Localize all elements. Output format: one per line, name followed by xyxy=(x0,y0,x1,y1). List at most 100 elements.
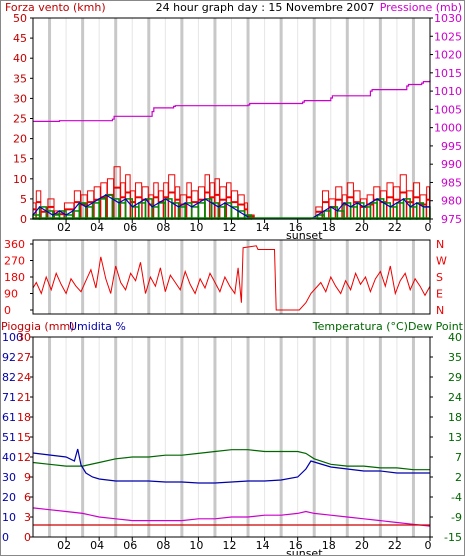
temperature-tick-label: -15 xyxy=(444,531,462,544)
temperature-line xyxy=(32,449,430,471)
humidity-tick-label: 51 xyxy=(2,431,16,444)
humidity-line xyxy=(32,448,430,484)
wind-direction-line xyxy=(32,245,431,311)
wind-tick-label: 45 xyxy=(13,32,27,45)
wind-speed-line xyxy=(32,194,430,220)
rain-tick-label: 9 xyxy=(24,471,31,484)
panel1-grid xyxy=(32,18,431,219)
gust-bar xyxy=(226,182,232,220)
temperature-tick-label: 40 xyxy=(448,331,462,344)
temperature-tick-label: 13 xyxy=(448,431,462,444)
direction-tick-label: 180 xyxy=(4,271,25,284)
pressure-axis-label: Pressione (mb) xyxy=(380,1,462,14)
x-tick-label: 02 xyxy=(57,539,71,552)
x-tick-label: 0 xyxy=(425,539,432,552)
panel2-series xyxy=(32,245,431,311)
chart-title: 24 hour graph day : 15 Novembre 2007 xyxy=(156,1,375,14)
rain-tick-label: 24 xyxy=(17,371,31,384)
x-tick-label: 06 xyxy=(123,539,137,552)
rain-axis-label: Pioggia (mm) xyxy=(1,320,74,333)
gust-bar xyxy=(237,194,245,220)
rain-tick-label: 30 xyxy=(17,331,31,344)
rain-tick-label: 21 xyxy=(17,391,31,404)
sunset-label: sunset xyxy=(286,547,323,556)
x-tick-label: 20 xyxy=(355,539,369,552)
gust-bar xyxy=(426,186,431,220)
wind-tick-label: 5 xyxy=(20,193,27,206)
pressure-tick-label: 1015 xyxy=(434,67,462,80)
humidity-tick-label: 0 xyxy=(2,531,9,544)
x-tick-label: 14 xyxy=(256,221,270,234)
x-tick-label: 08 xyxy=(156,539,170,552)
pressure-tick-label: 1020 xyxy=(434,49,462,62)
gust-bar xyxy=(153,182,159,220)
x-tick-label: 12 xyxy=(223,221,237,234)
wind-tick-label: 40 xyxy=(13,52,27,65)
dewpoint-line xyxy=(32,507,431,527)
humidity-tick-label: 92 xyxy=(2,351,16,364)
direction-tick-label: 0 xyxy=(4,304,11,317)
wind-tick-label: 20 xyxy=(13,133,27,146)
panel3-grid xyxy=(32,337,431,537)
x-tick-label: 14 xyxy=(256,539,270,552)
rain-tick-label: 3 xyxy=(24,511,31,524)
gust-bar xyxy=(231,190,239,220)
x-tick-label: 10 xyxy=(189,539,203,552)
pressure-tick-label: 1025 xyxy=(434,30,462,43)
x-tick-label: 0 xyxy=(425,221,432,234)
pressure-tick-label: 985 xyxy=(441,176,462,189)
temperature-tick-label: -9 xyxy=(451,511,462,524)
humidity-tick-label: 30 xyxy=(2,471,16,484)
temperature-tick-label: 18 xyxy=(448,411,462,424)
gust-bar xyxy=(186,182,192,220)
wind-bar xyxy=(157,202,167,220)
wind-tick-label: 25 xyxy=(13,113,27,126)
humidity-axis-label: Umidita % xyxy=(69,320,126,333)
rain-tick-label: 12 xyxy=(17,451,31,464)
pressure-tick-label: 1010 xyxy=(434,85,462,98)
pressure-tick-label: 1005 xyxy=(434,103,462,116)
x-tick-label: 10 xyxy=(189,221,203,234)
temperature-tick-label: 35 xyxy=(448,351,462,364)
x-tick-label: 18 xyxy=(322,539,336,552)
humidity-tick-label: 71 xyxy=(2,391,16,404)
x-tick-label: 12 xyxy=(223,539,237,552)
temperature-dewpoint-label: Temperatura (°C)Dew Point xyxy=(312,320,464,333)
rain-tick-label: 27 xyxy=(17,351,31,364)
x-tick-label: 22 xyxy=(388,221,402,234)
wind-tick-label: 30 xyxy=(13,92,27,105)
humidity-tick-label: 20 xyxy=(2,491,16,504)
pressure-tick-label: 975 xyxy=(441,213,462,226)
direction-tick-label: 90 xyxy=(4,288,18,301)
rain-tick-label: 15 xyxy=(17,431,31,444)
x-tick-label: 18 xyxy=(322,221,336,234)
humidity-tick-label: 82 xyxy=(2,371,16,384)
direction-tick-label: 270 xyxy=(4,255,25,268)
temperature-tick-label: -4 xyxy=(451,491,462,504)
humidity-tick-label: 40 xyxy=(2,451,16,464)
x-tick-label: 06 xyxy=(123,221,137,234)
direction-tick-label: 360 xyxy=(4,238,25,251)
pressure-line xyxy=(33,80,431,122)
pressure-tick-label: 995 xyxy=(441,140,462,153)
wind-tick-label: 10 xyxy=(13,173,27,186)
compass-letter: E xyxy=(436,288,443,301)
pressure-tick-label: 980 xyxy=(441,195,462,208)
pressure-tick-label: 990 xyxy=(441,158,462,171)
x-tick-label: 08 xyxy=(156,221,170,234)
temperature-tick-label: 29 xyxy=(448,371,462,384)
compass-letter: N xyxy=(436,304,444,317)
panel3-series xyxy=(32,448,431,527)
x-tick-label: 16 xyxy=(289,221,303,234)
wind-tick-label: 15 xyxy=(13,153,27,166)
humidity-tick-label: 61 xyxy=(2,411,16,424)
rain-tick-label: 6 xyxy=(24,491,31,504)
x-tick-label: 02 xyxy=(57,221,71,234)
wind-tick-label: 0 xyxy=(20,213,27,226)
compass-letter: W xyxy=(436,255,447,268)
x-tick-label: 04 xyxy=(90,539,104,552)
sunset-label: sunset xyxy=(286,229,323,242)
wind-axis-label: Forza vento (kmh) xyxy=(5,1,106,14)
